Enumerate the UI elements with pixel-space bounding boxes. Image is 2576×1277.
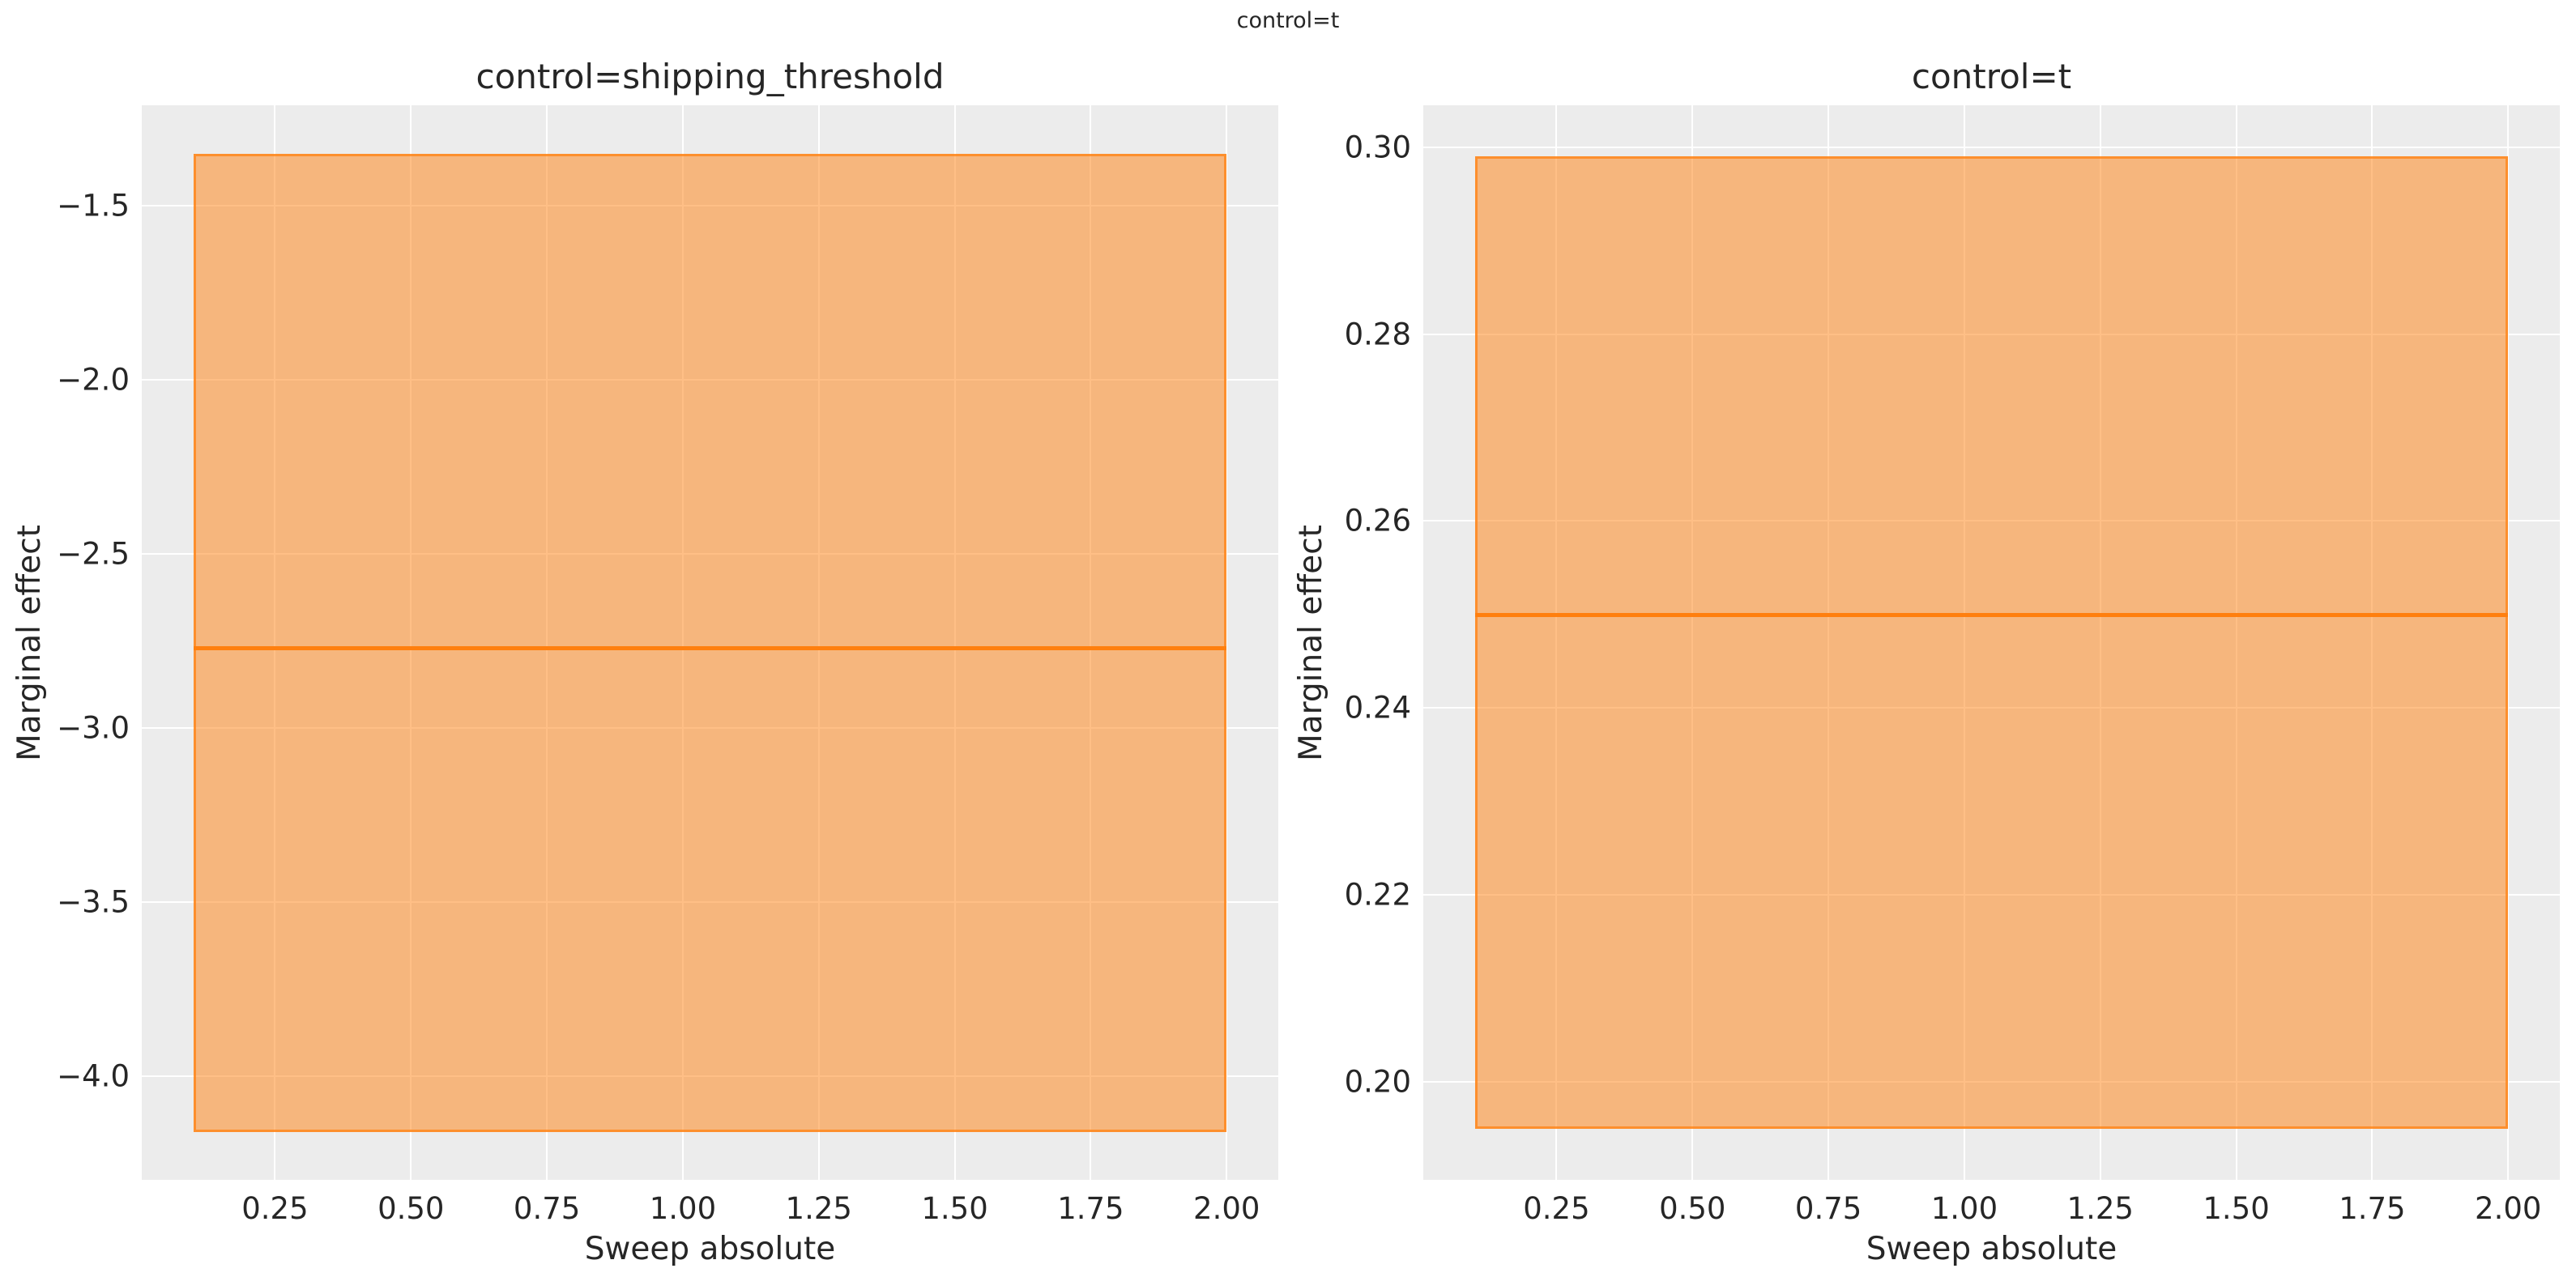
y-gridline — [1423, 146, 2560, 148]
y-tick-label: −3.0 — [57, 710, 130, 746]
subplot-title: control=shipping_threshold — [476, 57, 945, 96]
subplot-title: control=t — [1911, 57, 2072, 96]
x-tick-label: 0.25 — [241, 1191, 309, 1226]
x-tick-label: 0.50 — [1659, 1191, 1726, 1226]
x-tick-label: 1.75 — [2339, 1191, 2406, 1226]
x-axis-label: Sweep absolute — [584, 1231, 836, 1267]
y-tick-label: 0.28 — [1344, 317, 1411, 352]
figure-suptitle: control=t — [1236, 8, 1340, 33]
plot-panel — [142, 105, 1278, 1180]
x-gridline — [1226, 105, 1228, 1180]
x-tick-label: 0.25 — [1523, 1191, 1590, 1226]
x-tick-label: 0.75 — [513, 1191, 581, 1226]
y-axis-label: Marginal effect — [1293, 524, 1329, 761]
x-tick-label: 1.50 — [2203, 1191, 2270, 1226]
mean-line — [1474, 612, 2509, 617]
y-tick-label: 0.24 — [1344, 690, 1411, 726]
y-tick-label: −3.5 — [57, 884, 130, 920]
confidence-band — [193, 153, 1227, 1132]
confidence-band — [1474, 156, 2509, 1129]
y-tick-label: 0.20 — [1344, 1064, 1411, 1100]
x-tick-label: 1.50 — [921, 1191, 988, 1226]
x-tick-label: 1.00 — [649, 1191, 717, 1226]
y-tick-label: 0.26 — [1344, 503, 1411, 538]
y-tick-label: −1.5 — [57, 188, 130, 223]
plot-panel — [1423, 105, 2560, 1180]
y-tick-label: −2.0 — [57, 362, 130, 398]
y-tick-label: 0.30 — [1344, 130, 1411, 165]
y-tick-label: 0.22 — [1344, 877, 1411, 913]
x-tick-label: 0.50 — [377, 1191, 445, 1226]
x-axis-label: Sweep absolute — [1866, 1231, 2118, 1267]
x-tick-label: 1.25 — [785, 1191, 852, 1226]
x-gridline — [2507, 105, 2510, 1180]
x-tick-label: 2.00 — [1193, 1191, 1260, 1226]
y-axis-label: Marginal effect — [11, 524, 48, 761]
x-tick-label: 1.75 — [1057, 1191, 1124, 1226]
x-tick-label: 2.00 — [2475, 1191, 2542, 1226]
y-tick-label: −4.0 — [57, 1058, 130, 1094]
x-tick-label: 1.25 — [2066, 1191, 2134, 1226]
x-tick-label: 0.75 — [1794, 1191, 1862, 1226]
y-tick-label: −2.5 — [57, 536, 130, 572]
x-tick-label: 1.00 — [1930, 1191, 1998, 1226]
mean-line — [193, 646, 1227, 651]
